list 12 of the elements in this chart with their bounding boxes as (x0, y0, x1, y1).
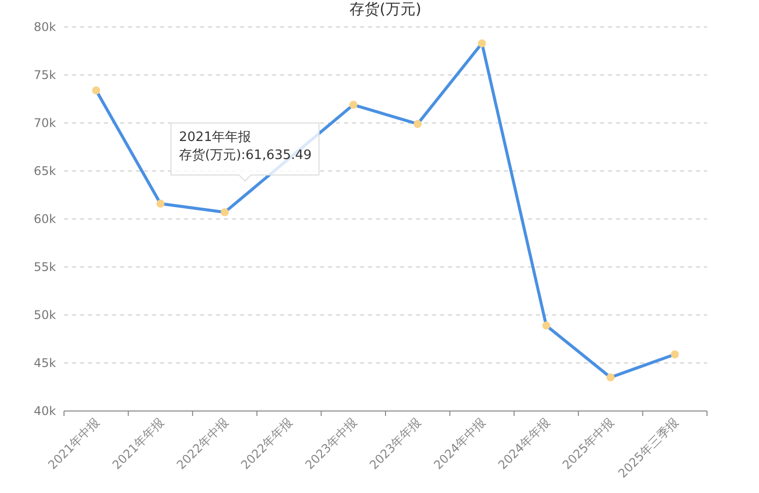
y-tick-label: 75k (34, 68, 56, 82)
y-tick-label: 50k (34, 308, 56, 322)
y-tick-label: 80k (34, 20, 56, 34)
y-tick-label: 60k (34, 212, 56, 226)
y-tick-label: 45k (34, 356, 56, 370)
y-tick-label: 40k (34, 404, 56, 418)
chart-title: 存货(万元) (350, 0, 422, 18)
y-tick-label: 65k (34, 164, 56, 178)
annotation: 2021年年报 (179, 130, 252, 145)
annotation: 存货(万元):61,635.49 (179, 148, 312, 163)
y-tick-label: 70k (34, 116, 56, 130)
y-tick-label: 55k (34, 260, 56, 274)
